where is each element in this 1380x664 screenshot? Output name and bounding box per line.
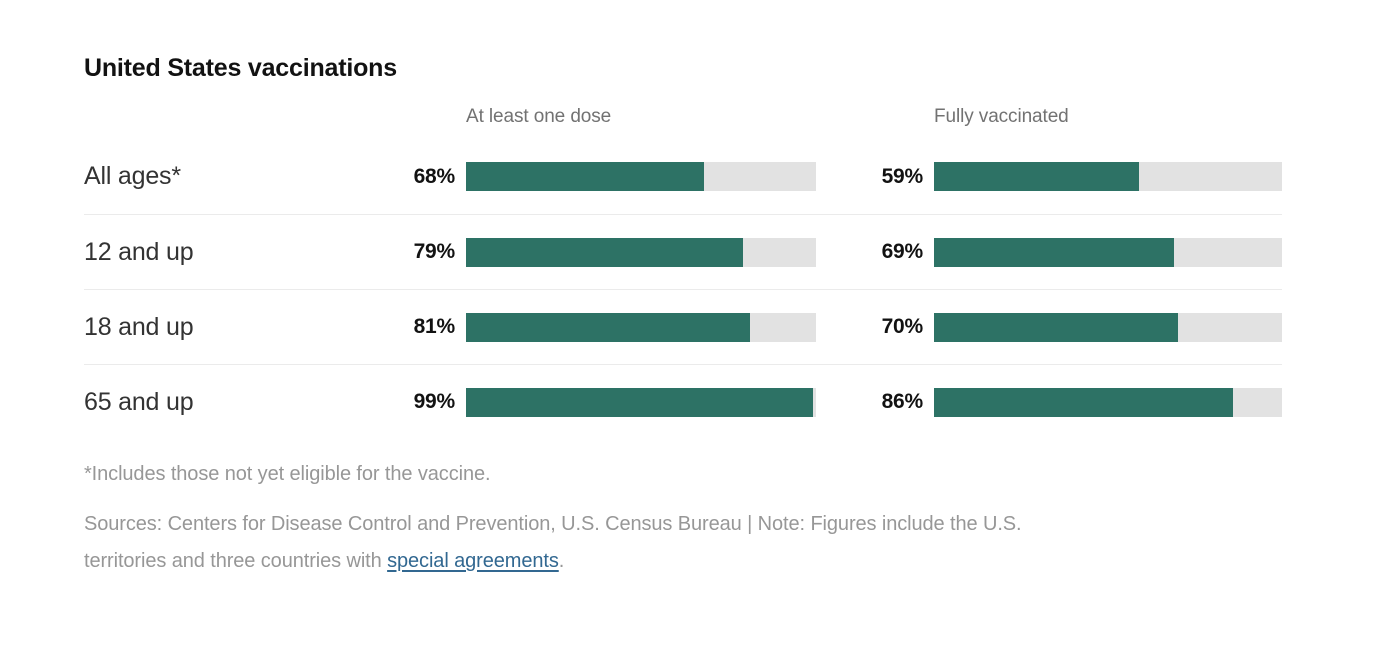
bar-fill [466,237,743,267]
bar-fill [466,162,704,191]
column-headers: At least one dose Fully vaccinated [84,106,1282,128]
one-dose-bar [466,237,816,267]
table-row: 65 and up 99% 86% [84,364,1282,439]
fully-vaccinated-bar [934,387,1282,417]
row-label: 18 and up [84,312,194,341]
table-row: All ages* 68% 59% [84,139,1282,214]
one-dose-value: 79% [413,240,456,263]
row-label: All ages* [84,162,181,190]
sources-line-2-prefix: territories and three countries with [84,550,388,572]
sources-line-2: territories and three countries with spe… [84,543,1264,580]
bar-fill [466,312,750,342]
special-agreements-link[interactable]: special agreements [387,550,559,572]
chart-title: United States vaccinations [84,54,397,82]
bar-fill [466,387,813,417]
one-dose-bar [466,312,816,342]
table-row: 12 and up 79% 69% [84,214,1282,289]
one-dose-bar [466,162,816,191]
sources-note: Sources: Centers for Disease Control and… [84,506,1264,580]
chart-rows: All ages* 68% 59% 12 and up 79% 69% 18 and up 8… [84,139,1282,439]
row-label: 12 and up [84,237,194,266]
row-label: 65 and up [84,387,194,416]
bar-fill [934,162,1140,191]
bar-fill [934,237,1175,267]
one-dose-value: 99% [413,390,456,413]
footnote: *Includes those not yet eligible for the… [84,463,491,485]
fully-vaccinated-value: 86% [881,390,924,413]
fully-vaccinated-bar [934,162,1282,191]
table-row: 18 and up 81% 70% [84,289,1282,364]
fully-vaccinated-value: 59% [881,164,924,188]
bar-fill [934,387,1234,417]
one-dose-bar [466,387,816,417]
fully-vaccinated-bar [934,312,1282,342]
sources-line-2-suffix: . [558,550,565,572]
fully-vaccinated-value: 70% [881,315,924,338]
column-header-fully-vaccinated: Fully vaccinated [934,106,1069,127]
bar-fill [934,312,1178,342]
column-header-one-dose: At least one dose [466,106,612,127]
fully-vaccinated-value: 69% [881,240,924,263]
vaccination-chart: United States vaccinations At least one … [0,54,1380,580]
one-dose-value: 68% [413,164,456,188]
fully-vaccinated-bar [934,237,1282,267]
sources-line-1: Sources: Centers for Disease Control and… [84,513,1022,535]
one-dose-value: 81% [413,315,456,338]
